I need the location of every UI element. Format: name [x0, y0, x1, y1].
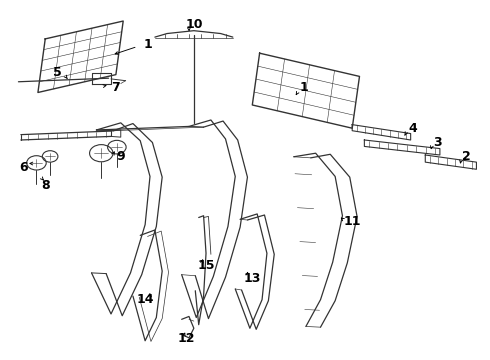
Text: 8: 8 [41, 179, 49, 192]
Text: 10: 10 [185, 18, 202, 31]
Text: 6: 6 [19, 161, 27, 174]
Text: 13: 13 [244, 272, 261, 285]
Text: 7: 7 [112, 81, 120, 94]
Text: 14: 14 [136, 293, 154, 306]
Text: 11: 11 [343, 215, 361, 228]
Text: 4: 4 [409, 122, 417, 135]
Text: 15: 15 [197, 259, 215, 272]
Text: 2: 2 [462, 150, 471, 163]
Text: 1: 1 [143, 38, 152, 51]
Text: 9: 9 [117, 150, 125, 163]
Text: 3: 3 [433, 136, 442, 149]
Text: 12: 12 [178, 333, 196, 346]
Text: 5: 5 [53, 66, 62, 79]
Text: 1: 1 [299, 81, 308, 94]
